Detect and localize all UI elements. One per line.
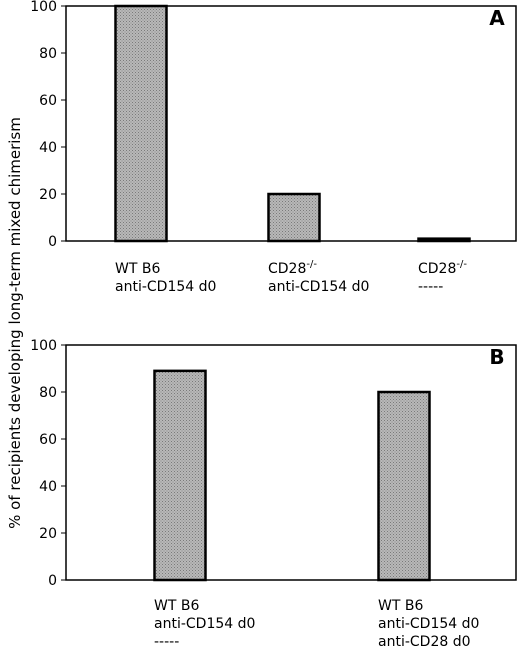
category-label: WT B6 — [154, 598, 199, 614]
category-label: CD28-/- — [418, 259, 467, 277]
y-tick-label: 100 — [30, 338, 57, 354]
y-tick-label: 60 — [39, 93, 57, 109]
category-label: anti-CD154 d0 — [378, 616, 479, 632]
y-axis-label: % of recipients developing long-term mix… — [6, 117, 24, 529]
plot-frame — [65, 344, 517, 581]
y-tick-label: 20 — [39, 526, 57, 542]
category-label: ----- — [418, 279, 443, 295]
panel-B: 0 20 40 60 80 100 WT B6 anti-CD154 d0 ----- WT B6… — [30, 338, 517, 646]
panel-letter: B — [489, 345, 504, 369]
y-tick-label: 0 — [48, 573, 57, 589]
category-label: anti-CD28 d0 — [378, 634, 471, 646]
category-label: ----- — [154, 634, 179, 646]
category-label: WT B6 — [378, 598, 423, 614]
bar — [377, 390, 431, 582]
category-label-superscript: -/- — [456, 259, 467, 270]
y-tick-label: 40 — [39, 479, 57, 495]
category-label: WT B6 — [115, 261, 160, 277]
panel-A: 0 20 40 60 80 100 WT B6 anti-CD154 d0 CD28-/- ant… — [30, 0, 517, 295]
bar — [267, 192, 321, 243]
y-tick-label: 80 — [39, 385, 57, 401]
bar — [153, 369, 207, 582]
y-tick-label: 40 — [39, 140, 57, 156]
category-label: anti-CD154 d0 — [154, 616, 255, 632]
category-label: anti-CD154 d0 — [115, 279, 216, 295]
panel-letter: A — [489, 6, 505, 30]
bar — [114, 4, 168, 243]
category-label: CD28-/- — [268, 259, 317, 277]
category-label: anti-CD154 d0 — [268, 279, 369, 295]
y-tick-label: 80 — [39, 46, 57, 62]
category-label-superscript: -/- — [306, 259, 317, 270]
y-tick-label: 20 — [39, 187, 57, 203]
bar — [417, 237, 471, 243]
panels: 0 20 40 60 80 100 WT B6 anti-CD154 d0 CD28-/- ant… — [30, 0, 517, 646]
y-tick-label: 100 — [30, 0, 57, 15]
y-tick-label: 0 — [48, 234, 57, 250]
y-tick-label: 60 — [39, 432, 57, 448]
